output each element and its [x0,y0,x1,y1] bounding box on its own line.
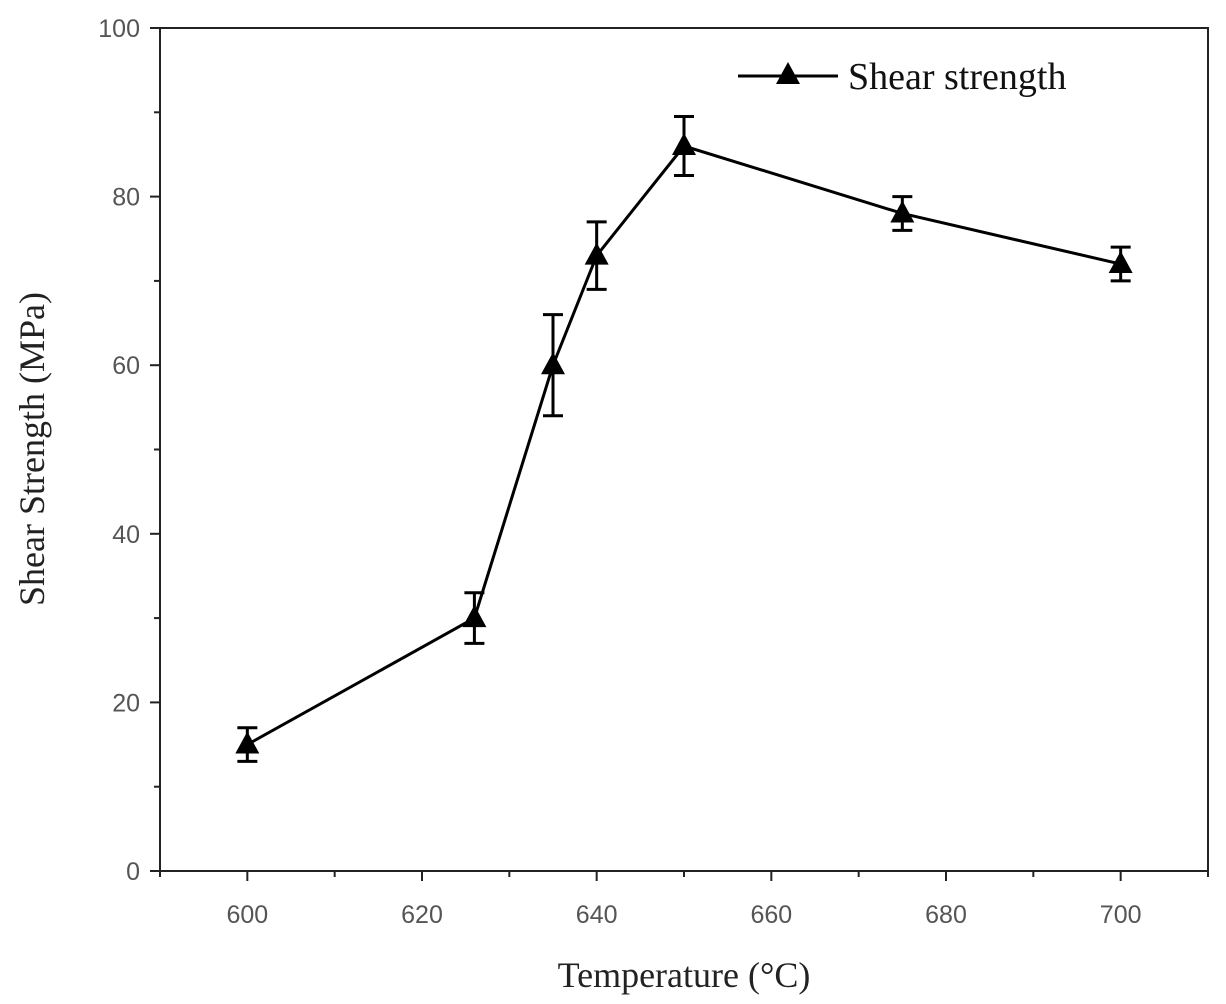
data-point-triangle [1108,251,1133,274]
legend-label: Shear strength [848,56,1066,98]
y-tick-label: 20 [112,689,140,717]
y-tick-label: 0 [126,858,140,886]
x-tick-label: 640 [576,901,618,929]
x-tick-label: 680 [925,901,967,929]
y-axis: 0 20 40 60 80 100 [98,15,160,886]
series-layer [235,115,1133,763]
y-tick-label: 60 [112,352,140,380]
data-point-triangle [541,352,565,375]
legend-marker-triangle [776,62,800,84]
y-tick-label: 80 [112,184,140,212]
data-point-triangle [672,133,696,156]
y-axis-title: Shear Strength (MPa) [12,292,52,606]
legend: Shear strength [738,56,1066,98]
x-tick-label: 660 [750,901,792,929]
data-point-triangle [235,731,260,754]
y-tick-label: 100 [98,15,140,43]
x-tick-label: 700 [1100,901,1142,929]
series-line [246,144,1122,746]
data-point-triangle [584,242,609,265]
x-axis-title: Temperature (°C) [558,955,811,995]
y-tick-label: 40 [112,521,140,549]
data-point-triangle [890,200,915,223]
x-tick-label: 620 [401,901,443,929]
x-axis: 600 620 640 660 680 700 [159,871,1209,929]
data-point-triangle [462,605,487,628]
x-tick-label: 600 [226,901,268,929]
